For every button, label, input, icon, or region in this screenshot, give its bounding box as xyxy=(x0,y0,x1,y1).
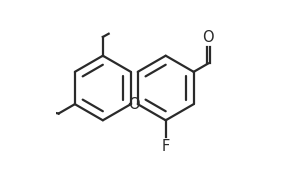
Text: O: O xyxy=(128,97,140,112)
Text: O: O xyxy=(202,30,214,45)
Text: F: F xyxy=(162,139,170,154)
